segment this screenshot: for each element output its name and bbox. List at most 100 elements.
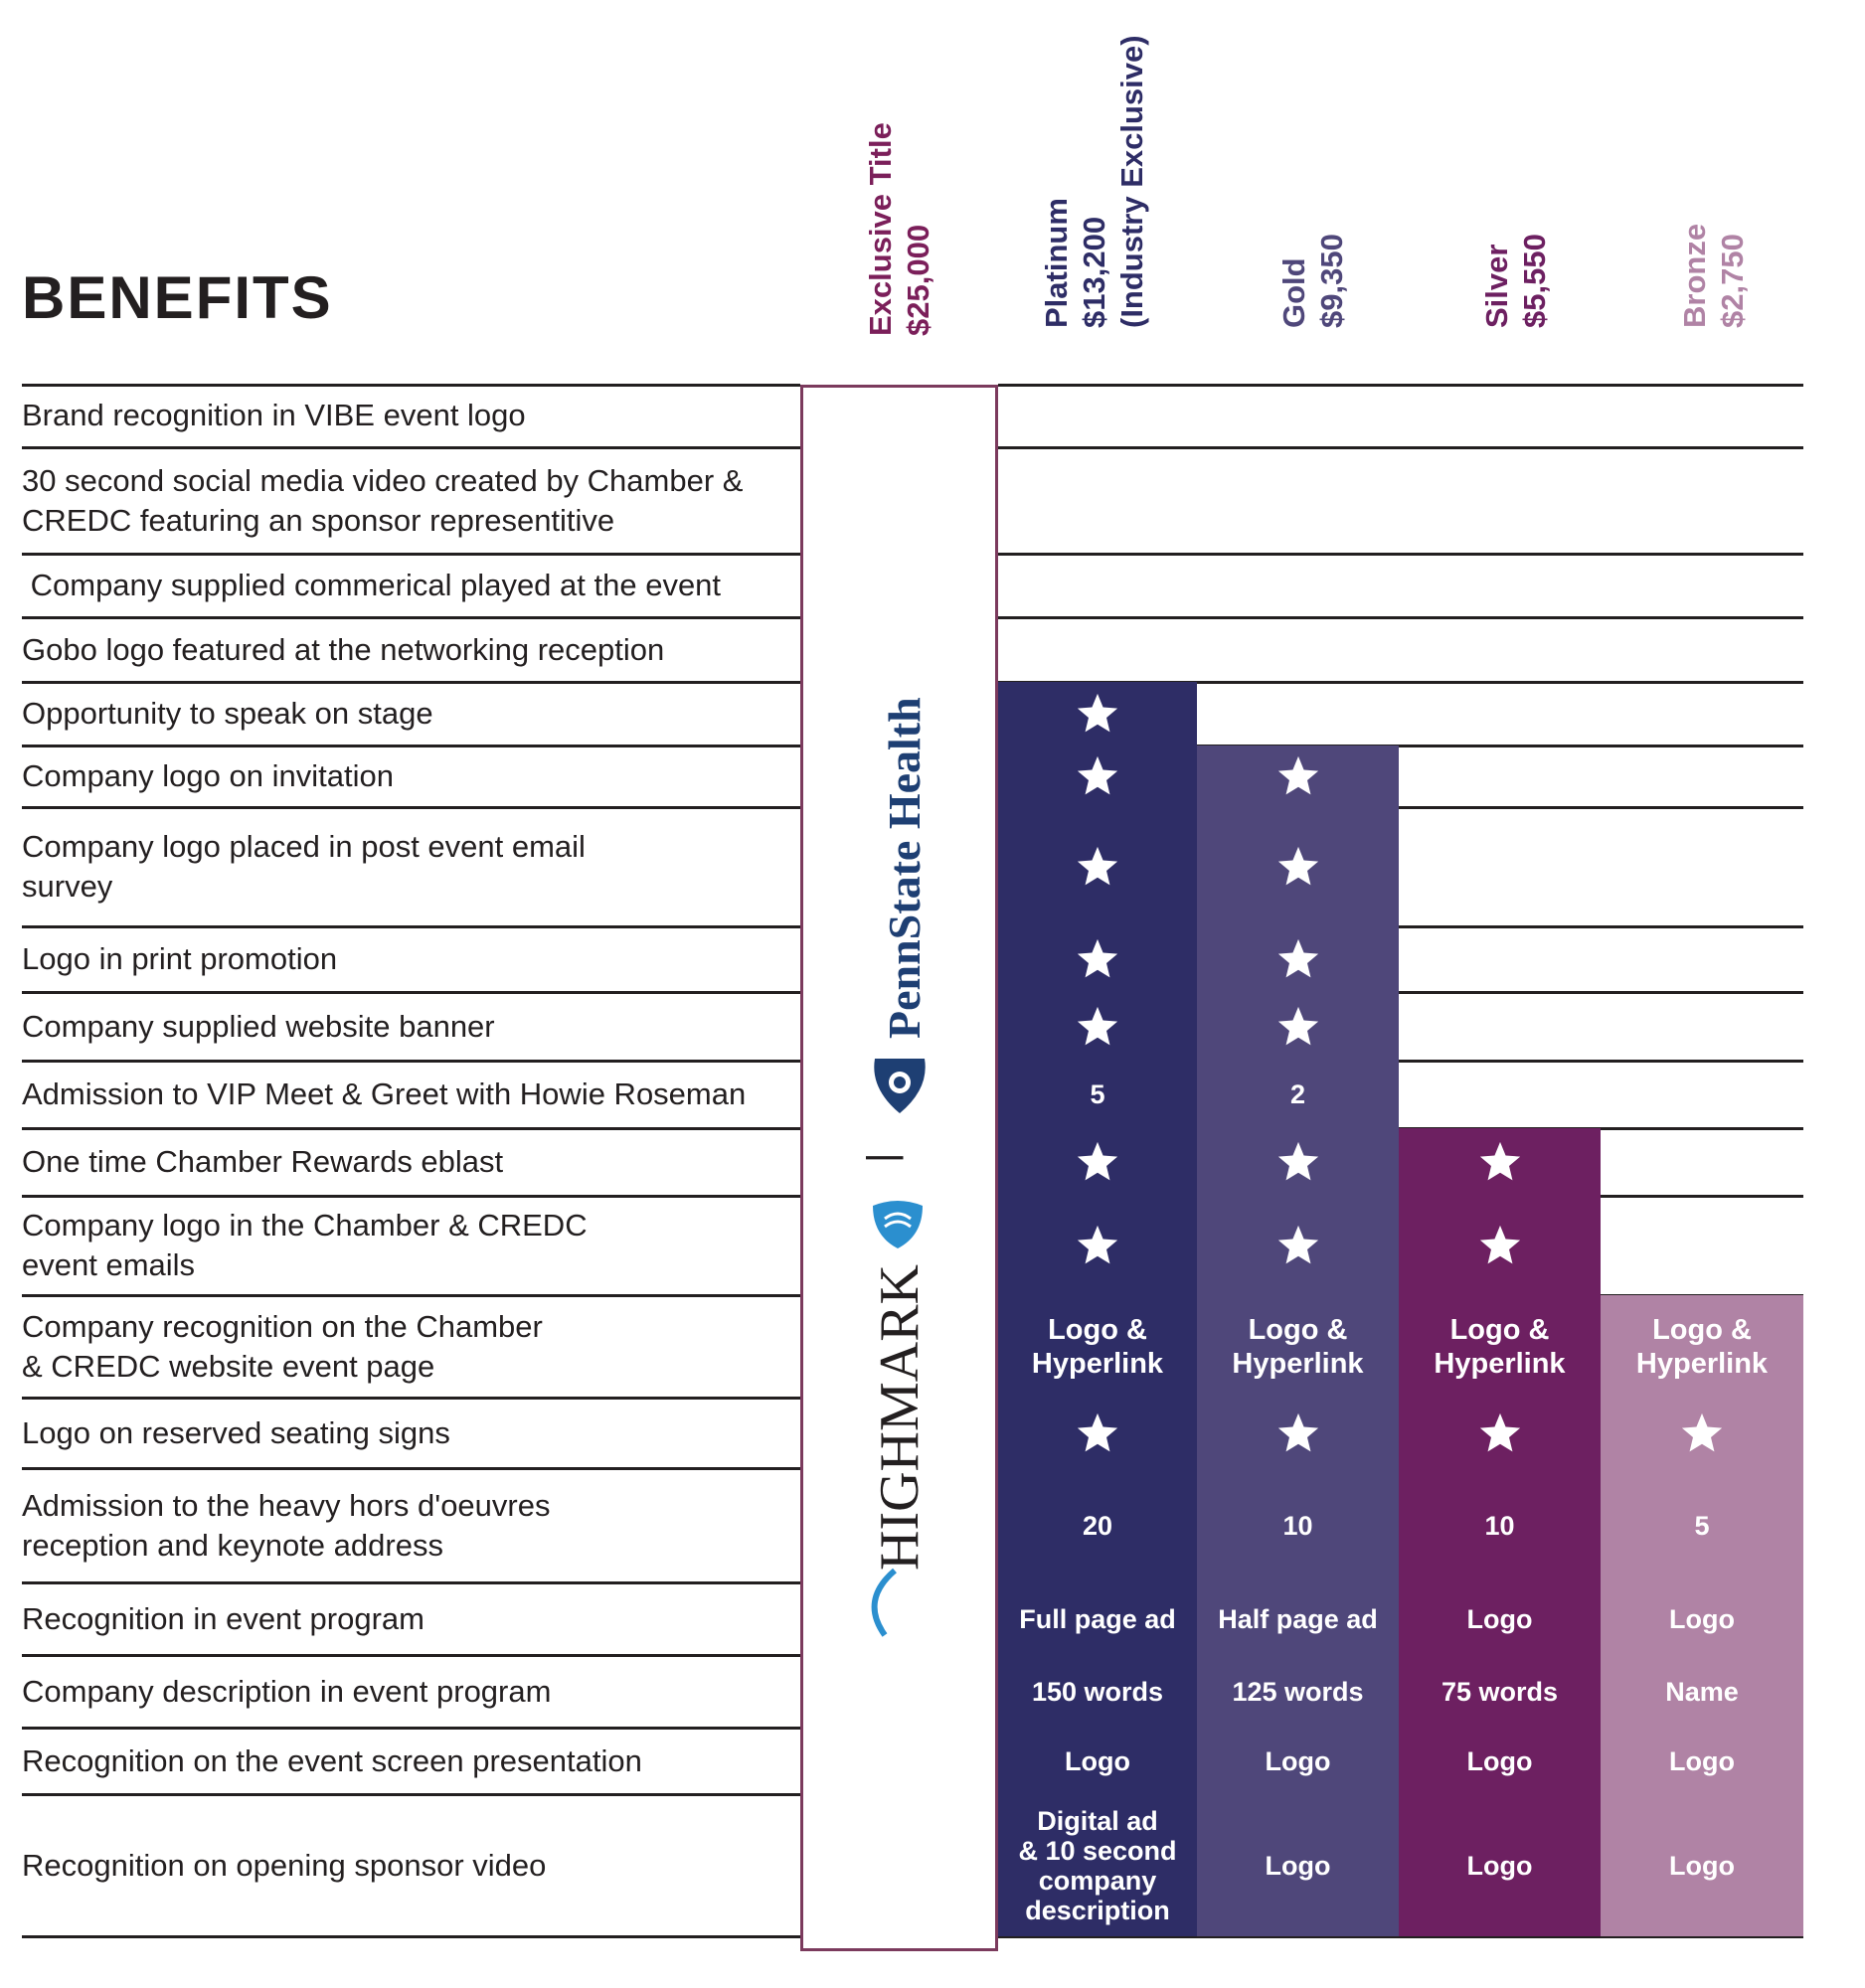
tier-bar-silver: [1399, 1128, 1601, 1936]
tier-header-line2: $13,200: [1077, 216, 1111, 328]
benefit-value-cell: Logo: [1265, 1850, 1331, 1881]
star-icon: [1277, 938, 1318, 978]
tier-header-line2: $25,000: [901, 224, 935, 336]
tier-header-line1: Bronze: [1677, 223, 1712, 328]
benefit-label: Company supplied commerical played at th…: [22, 556, 792, 615]
benefit-label-line: Brand recognition in VIBE event logo: [22, 397, 526, 432]
benefit-value-line: Digital ad: [1037, 1805, 1158, 1836]
benefit-label: Admission to VIP Meet & Greet with Howie…: [22, 1063, 792, 1126]
star-icon: [1277, 755, 1318, 795]
row-divider-right: [998, 681, 1803, 684]
benefit-label-line: Company recognition on the Chamber: [22, 1308, 543, 1344]
benefit-included-cell: [1399, 1128, 1601, 1196]
row-divider-right: [998, 446, 1803, 449]
benefit-label: Recognition in event program: [22, 1584, 792, 1653]
benefit-value-line: description: [1025, 1895, 1170, 1925]
row-divider-left: [22, 1294, 800, 1297]
row-divider-right: [998, 745, 1803, 747]
benefit-label: Gobo logo featured at the networking rec…: [22, 619, 792, 680]
row-divider-left: [22, 1793, 800, 1796]
benefit-value-cell: 75 words: [1441, 1676, 1559, 1707]
star-icon: [1077, 1225, 1118, 1264]
benefit-label-line: Recognition on the event screen presenta…: [22, 1742, 642, 1778]
benefit-value-cell: 20: [1082, 1510, 1113, 1541]
benefit-included-cell: [1399, 1398, 1601, 1468]
benefit-label: Company logo placed in post event email s…: [22, 809, 792, 924]
row-divider-left: [22, 1397, 800, 1400]
row-divider-right: [998, 806, 1803, 809]
benefit-label: Admission to the heavy hors d'oeuvres rec…: [22, 1470, 792, 1580]
benefit-label: One time Chamber Rewards eblast: [22, 1130, 792, 1194]
star-icon: [1479, 1412, 1520, 1451]
benefit-value-line: company: [1038, 1865, 1157, 1896]
benefit-value-line: Hyperlink: [1635, 1347, 1769, 1380]
benefit-value-cell: Logo & Hyperlink: [998, 1295, 1197, 1398]
benefit-value-cell: Logo: [1265, 1745, 1331, 1776]
row-divider-right: [998, 1060, 1803, 1063]
benefit-label-line: Logo on reserved seating signs: [22, 1414, 450, 1450]
benefit-value-line: Hyperlink: [1434, 1347, 1566, 1380]
benefit-label-line: & CREDC website event page: [22, 1348, 435, 1384]
row-divider-left: [22, 384, 800, 387]
benefit-label-line: survey: [22, 869, 113, 904]
benefit-value-cell: Logo: [1669, 1850, 1735, 1881]
tier-bar-platinum: [998, 682, 1197, 1936]
benefit-included-cell: [1197, 807, 1399, 926]
row-divider-left: [22, 1467, 800, 1470]
benefit-label-line: CREDC featuring an sponsor representitiv…: [22, 502, 615, 538]
benefit-label: Opportunity to speak on stage: [22, 684, 792, 744]
row-divider-right: [998, 553, 1803, 556]
benefit-label: Company description in event program: [22, 1657, 792, 1726]
benefit-label: 30 second social media video created by …: [22, 449, 792, 552]
benefit-value-cell: 150 words: [1031, 1676, 1164, 1707]
tier-header-line1: Gold: [1276, 257, 1311, 328]
benefit-value-line: Logo &: [1449, 1313, 1550, 1346]
benefit-label-line: Company logo on invitation: [22, 758, 394, 793]
benefit-label-line: One time Chamber Rewards eblast: [22, 1144, 504, 1179]
row-divider-right: [998, 1935, 1803, 1938]
benefit-included-cell: [1197, 1398, 1399, 1468]
tier-header-line2: $2,750: [1715, 234, 1750, 328]
pennstate-health-logo-text: PennState Health: [879, 697, 930, 1039]
benefit-included-cell: [1197, 746, 1399, 807]
sponsor-logos-graphic: PennState Health | HIGHMARK: [860, 697, 931, 1637]
benefit-label: Logo in print promotion: [22, 928, 792, 990]
page-title: BENEFITS: [22, 264, 333, 331]
benefit-label-line: 30 second social media video created by …: [22, 462, 744, 498]
benefit-included-cell: [1197, 1196, 1399, 1295]
benefit-included-cell: [998, 926, 1197, 992]
star-icon: [1077, 1141, 1118, 1181]
star-icon: [1277, 1412, 1318, 1451]
benefit-included-cell: [1601, 1398, 1803, 1468]
exclusive-sponsor-logos: PennState Health | HIGHMARK: [800, 676, 998, 1670]
benefit-value-cell: Name: [1665, 1676, 1739, 1707]
benefit-label: Recognition on the event screen presenta…: [22, 1730, 792, 1792]
row-divider-left: [22, 1195, 800, 1198]
row-divider-left: [22, 1727, 800, 1730]
benefit-label: Company logo in the Chamber & CREDC event…: [22, 1198, 792, 1293]
benefit-value-cell: Half page ad: [1218, 1603, 1378, 1634]
row-divider-left: [22, 1060, 800, 1063]
star-icon: [1277, 1006, 1318, 1045]
tier-header-line2: $5,550: [1517, 234, 1552, 328]
row-divider-left: [22, 806, 800, 809]
benefit-value-cell: 5: [1694, 1510, 1710, 1541]
benefit-label-line: Company logo in the Chamber & CREDC: [22, 1208, 588, 1242]
star-icon: [1077, 938, 1118, 978]
benefit-value-cell: 125 words: [1232, 1676, 1364, 1707]
row-divider-right: [998, 616, 1803, 619]
benefit-label-line: Company supplied commerical played at th…: [22, 568, 722, 602]
star-icon: [1277, 1141, 1318, 1181]
benefit-included-cell: [1197, 926, 1399, 992]
benefit-label: Recognition on opening sponsor video: [22, 1796, 792, 1934]
row-divider-right: [998, 991, 1803, 994]
row-divider-left: [22, 1581, 800, 1584]
row-divider-left: [22, 681, 800, 684]
benefit-value-cell: 10: [1484, 1510, 1515, 1541]
benefit-included-cell: [998, 1196, 1197, 1295]
row-divider-left: [22, 925, 800, 928]
benefit-label-line: Gobo logo featured at the networking rec…: [22, 631, 665, 667]
star-icon: [1077, 755, 1118, 795]
highmark-swoosh-icon: [871, 1568, 897, 1637]
benefit-value-cell: Full page ad: [1019, 1603, 1176, 1634]
